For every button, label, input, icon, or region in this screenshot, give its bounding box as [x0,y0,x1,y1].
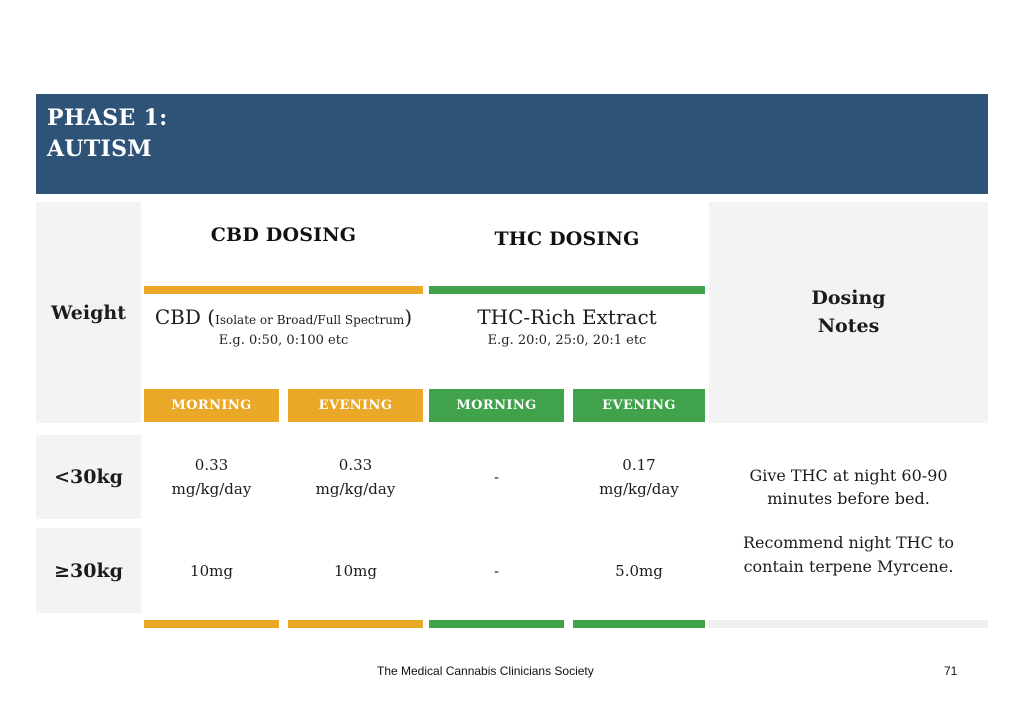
note-item-2: Recommend night THC to contain terpene M… [742,533,955,576]
row2-thc-morning-cell: - [493,561,500,580]
cbd-evening-badge: EVENING [288,389,423,422]
cbd-evening-badge-label: EVENING [318,398,393,413]
cbd-example-label: E.g. 0:50, 0:100 etc [218,333,349,348]
cbd-morning-badge: MORNING [144,389,279,422]
page-number: 71 [944,664,958,678]
row2-thc-evening-cell: 5.0mg [615,561,663,580]
thc-morning-badge: MORNING [429,389,564,422]
thc-evening-bottom-bar [573,620,705,628]
notes-bottom-bar [709,620,988,628]
note-item-1: Give THC at night 60-90 minutes before b… [749,466,948,509]
row2-cbd-morning-cell: 10mg [190,561,233,580]
cbd-product-label: CBD (Isolate or Broad/Full Spectrum) [144,305,423,329]
dosing-notes-header-label: Dosing Notes [811,286,886,337]
thc-evening-badge: EVENING [573,389,705,422]
thc-morning-badge-label: MORNING [456,398,537,413]
cbd-product-prefix: CBD ( [154,305,216,329]
phase-header-band: PHASE 1: AUTISM [36,94,988,194]
row2-weight-label: ≥30kg [54,559,123,582]
phase-title-line2: AUTISM [47,136,152,162]
cbd-evening-bottom-bar [288,620,423,628]
phase-title-line1: PHASE 1: [47,105,168,131]
row1-cbd-morning-cell: 0.33 mg/kg/day [171,456,252,498]
cbd-product-suffix: ) [404,305,413,329]
footer-organization: The Medical Cannabis Clinicians Society [377,664,594,678]
thc-dosing-title: THC DOSING [494,228,640,250]
thc-evening-badge-label: EVENING [602,398,676,413]
row1-thc-evening-cell: 0.17 mg/kg/day [599,456,679,498]
thc-accent-bar [429,286,705,294]
row2-cbd-evening-cell: 10mg [334,561,377,580]
row1-cbd-evening-cell: 0.33 mg/kg/day [315,456,396,498]
cbd-product-inner: Isolate or Broad/Full Spectrum [215,313,405,327]
cbd-morning-badge-label: MORNING [171,398,252,413]
row2-weight-cell: ≥30kg [36,528,141,613]
row1-weight-cell: <30kg [36,435,141,519]
cbd-morning-bottom-bar [144,620,279,628]
thc-example-label: E.g. 20:0, 25:0, 20:1 etc [487,333,647,348]
weight-header-cell: Weight [36,202,141,423]
row1-thc-morning-cell: - [493,468,500,486]
thc-morning-bottom-bar [429,620,564,628]
cbd-accent-bar [144,286,423,294]
dosing-notes-text: Give THC at night 60-90 minutes before b… [709,464,988,599]
row1-weight-label: <30kg [54,466,123,488]
weight-header-label: Weight [51,301,126,324]
thc-product-label: THC-Rich Extract [477,305,657,329]
cbd-dosing-title: CBD DOSING [210,224,357,246]
dosing-notes-header-cell: Dosing Notes [709,202,988,423]
